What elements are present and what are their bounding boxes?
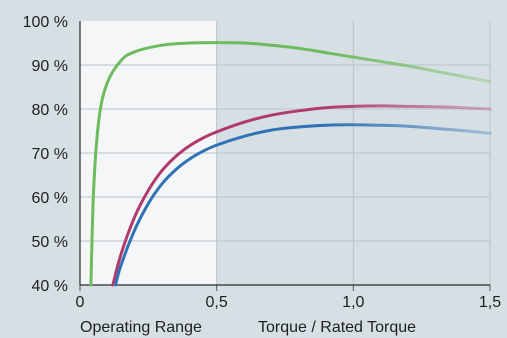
operating-range-label: Operating Range [80, 319, 202, 336]
efficiency-curve-1 [89, 41, 492, 287]
y-tick-label: 70 % [32, 146, 68, 163]
y-tick-label: 90 % [32, 58, 68, 75]
y-tick-label: 60 % [32, 190, 68, 207]
x-tick-label: 0,5 [206, 294, 228, 311]
x-tick-label: 1,5 [479, 294, 501, 311]
y-tick-label: 100 % [23, 14, 68, 31]
x-axis-label: Torque / Rated Torque [258, 319, 416, 336]
y-tick-label: 40 % [32, 278, 68, 295]
efficiency-curve-2 [111, 104, 492, 287]
efficiency-curve-3 [114, 123, 492, 287]
y-tick-label: 80 % [32, 102, 68, 119]
y-tick-label: 50 % [32, 234, 68, 251]
x-tick-label: 0 [76, 294, 85, 311]
x-tick-label: 1,0 [342, 294, 364, 311]
